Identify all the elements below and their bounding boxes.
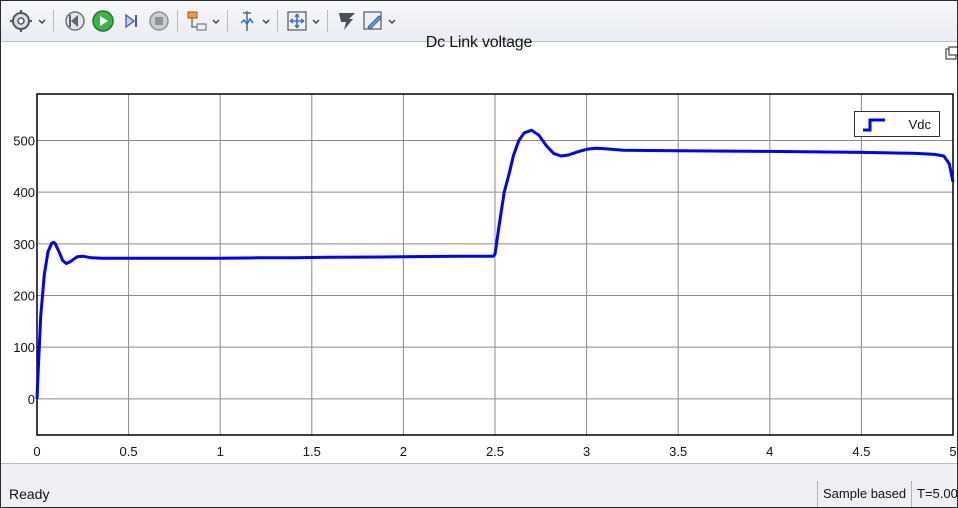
x-tick-label: 1.5 [303,444,321,459]
step-back-icon[interactable] [63,9,87,33]
toolbar-divider [277,10,278,32]
autoscale-icon[interactable] [335,9,359,33]
undock-icon[interactable] [945,46,957,60]
x-tick-label: 0.5 [120,444,138,459]
plot-area[interactable] [1,42,957,462]
highlight-simulink-block-icon[interactable] [185,9,209,33]
x-tick-label: 2.5 [486,444,504,459]
run-icon[interactable] [91,9,115,33]
x-tick-label: 4 [766,444,773,459]
legend-swatch [863,118,885,132]
chevron-down-icon[interactable] [261,15,271,27]
legend[interactable]: Vdc [854,111,940,137]
x-tick-label: 2 [400,444,407,459]
step-forward-icon[interactable] [119,9,143,33]
grid-lines [37,94,953,435]
x-tick-label: 1 [217,444,224,459]
status-bar: Ready Sample based T=5.000 [1,463,957,507]
zoom-icon[interactable] [285,9,309,33]
chart-title: Dc Link voltage [425,34,533,51]
toolbar-divider [177,10,178,32]
toolbar-divider [227,10,228,32]
y-tick-label: 0 [28,392,35,407]
chevron-down-icon[interactable] [37,15,47,27]
legend-label: Vdc [908,117,931,132]
y-tick-label: 500 [13,134,35,149]
toolbar [1,1,957,42]
status-ready: Ready [9,486,50,502]
edit-style-icon[interactable] [361,9,385,33]
chevron-down-icon[interactable] [311,15,321,27]
y-tick-label: 400 [13,185,35,200]
y-tick-label: 100 [13,340,35,355]
x-tick-label: 5 [949,444,956,459]
settings-gear-icon[interactable] [9,9,33,33]
series-line-vdc [35,128,955,399]
y-tick-label: 200 [13,289,35,304]
x-tick-label: 0 [33,444,40,459]
x-tick-label: 4.5 [852,444,870,459]
series-layer [35,128,955,399]
axes-box [36,93,954,436]
cursor-measurements-icon[interactable] [235,9,259,33]
x-tick-label: 3 [583,444,590,459]
stop-icon[interactable] [147,9,171,33]
plot-axes [36,93,954,436]
toolbar-divider [53,10,54,32]
y-tick-label: 300 [13,237,35,252]
x-tick-label: 3.5 [669,444,687,459]
sample-mode: Sample based [817,481,911,507]
chevron-down-icon[interactable] [387,15,397,27]
chevron-down-icon[interactable] [211,15,221,27]
tick-labels: 0 0.5 1 1.5 2 2.5 3 3.5 4 4.5 5 0 100 200 300 400 500 [13,134,956,460]
toolbar-divider [327,10,328,32]
sim-time: T=5.000 [911,481,957,507]
